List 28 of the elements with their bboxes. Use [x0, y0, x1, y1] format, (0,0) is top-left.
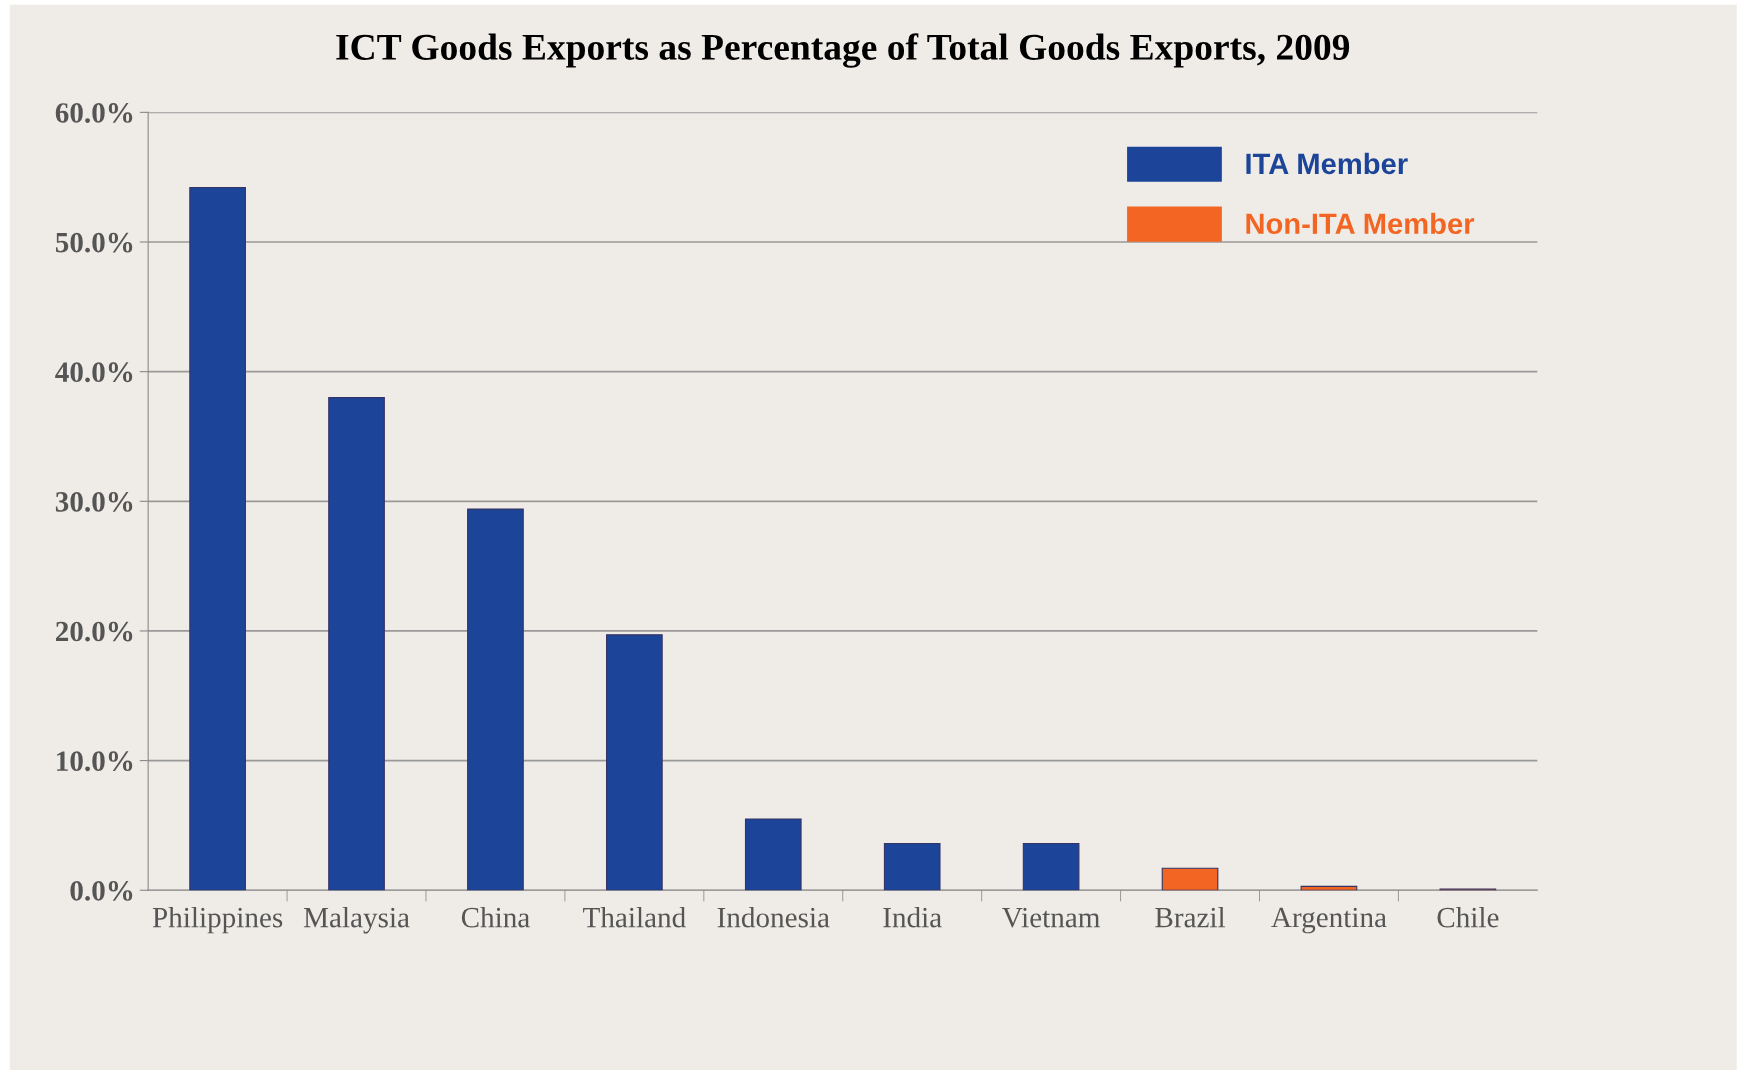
x-tick-label: Malaysia: [303, 906, 410, 934]
legend-label: Non-ITA Member: [1246, 212, 1475, 235]
y-tick-label: 30.0%: [55, 492, 133, 512]
bar: [883, 843, 941, 891]
x-tick-label: Argentina: [1271, 907, 1387, 934]
y-tick-label: 0.0%: [70, 880, 133, 901]
y-tick-label: 40.0%: [55, 362, 133, 383]
x-tick-label: Brazil: [1155, 906, 1226, 928]
x-tick-label: India: [883, 906, 942, 928]
x-tick-label: China: [461, 906, 530, 928]
x-tick-label: Vietnam: [1002, 907, 1100, 928]
x-tick-label: Indonesia: [717, 906, 830, 928]
bar: [1161, 867, 1219, 891]
bar: [1022, 843, 1080, 891]
x-tick-label: Chile: [1437, 906, 1499, 928]
y-tick-label: 50.0%: [55, 232, 133, 253]
bar: [744, 818, 802, 891]
bar: [189, 186, 246, 891]
x-tick-label: Philippines: [152, 906, 283, 934]
bar: [467, 508, 524, 891]
bar: [606, 634, 663, 891]
y-tick-label: 10.0%: [57, 751, 133, 772]
x-tick-label: Thailand: [583, 906, 686, 928]
y-tick-label: 60.0%: [55, 103, 133, 123]
legend-label: ITA Member: [1246, 152, 1408, 175]
bar: [328, 397, 385, 891]
y-tick-label: 20.0%: [55, 621, 133, 642]
chart-title: ICT Goods Exports as Percentage of Total Goods Exports, 2009: [336, 33, 1350, 68]
